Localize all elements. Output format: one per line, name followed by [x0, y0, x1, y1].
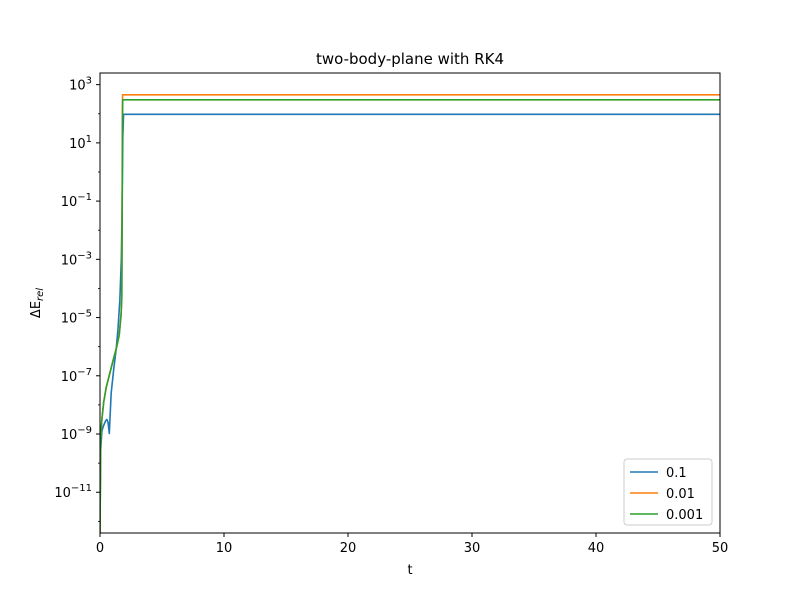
y-tick-label: 101: [69, 134, 92, 152]
y-tick-label: 10−3: [61, 250, 92, 268]
legend-box: [623, 458, 713, 526]
y-tick-base: 10: [61, 312, 78, 327]
plot-area: [99, 72, 721, 534]
y-tick-exponent: −9: [77, 425, 92, 436]
legend: 0.1 0.01 0.001: [623, 458, 713, 526]
y-axis-label: ΔErel: [29, 288, 46, 318]
y-tick-exponent: −1: [77, 192, 92, 203]
y-axis-label-subscript: rel: [35, 288, 46, 301]
y-tick-label: 10−9: [61, 425, 92, 443]
x-tick-label: 50: [712, 541, 729, 556]
series-line-2: [100, 98, 720, 533]
y-tick-exponent: 1: [86, 134, 92, 145]
x-tick-label: 20: [340, 541, 357, 556]
x-tick-label: 0: [96, 541, 104, 556]
y-tick-base: 10: [61, 428, 78, 443]
y-tick-base: 10: [61, 370, 78, 385]
y-tick-exponent: −3: [77, 250, 92, 261]
x-axis: 0 10 20 30 40 50: [96, 533, 728, 556]
legend-label-0: 0.1: [666, 466, 687, 481]
y-tick-base: 10: [54, 486, 71, 501]
legend-label-2: 0.001: [666, 508, 703, 523]
x-tick-label: 10: [216, 541, 233, 556]
y-tick-base: 10: [69, 79, 86, 94]
y-tick-exponent: 3: [86, 76, 92, 87]
y-axis-label-main: ΔE: [29, 301, 44, 318]
x-tick-label: 40: [588, 541, 605, 556]
y-tick-exponent: −5: [77, 309, 92, 320]
y-tick-base: 10: [61, 195, 78, 210]
x-tick-label: 30: [464, 541, 481, 556]
y-tick-label: 10−1: [61, 192, 92, 210]
x-axis-label: t: [407, 563, 412, 578]
legend-label-1: 0.01: [666, 487, 695, 502]
y-tick-label: 10−5: [61, 309, 92, 327]
y-tick-label: 103: [69, 76, 92, 94]
y-tick-base: 10: [61, 253, 78, 268]
chart-title: two-body-plane with RK4: [316, 50, 504, 68]
y-tick-label: 10−11: [54, 483, 92, 501]
y-tick-exponent: −11: [71, 483, 92, 494]
y-tick-label: 10−7: [61, 367, 92, 385]
plot-frame: [99, 72, 721, 534]
y-tick-exponent: −7: [77, 367, 92, 378]
y-tick-base: 10: [69, 137, 86, 152]
